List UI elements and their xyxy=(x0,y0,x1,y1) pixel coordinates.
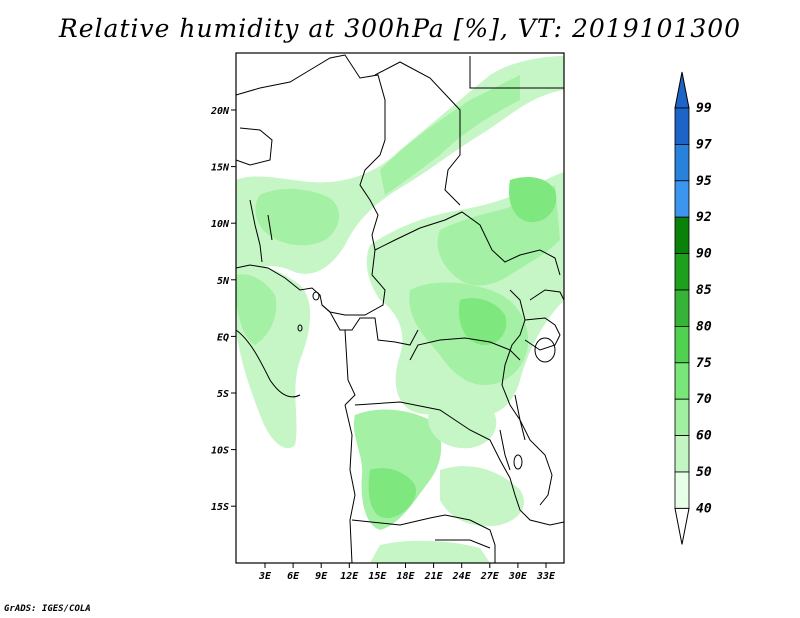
colorbar-label: 40 xyxy=(696,501,712,516)
lon-tick-label: 18E xyxy=(396,571,415,582)
colorbar-label: 95 xyxy=(696,174,712,189)
colorbar-segment xyxy=(674,253,690,291)
lon-tick-label: 33E xyxy=(536,571,556,582)
colorbar-label: 99 xyxy=(696,101,712,116)
lat-tick-label: 10S xyxy=(211,446,229,457)
lon-tick-label: 15E xyxy=(368,571,387,582)
lon-tick-label: 24E xyxy=(452,571,472,582)
colorbar-label: 75 xyxy=(696,356,712,371)
colorbar-segment xyxy=(674,325,690,364)
colorbar-label: 92 xyxy=(696,210,712,225)
colorbar-label: 97 xyxy=(696,137,712,152)
lat-tick-label: EQ xyxy=(217,332,229,343)
chart-title: Relative humidity at 300hPa [%], VT: 201… xyxy=(58,14,742,43)
colorbar-label: 90 xyxy=(696,247,712,262)
grads-credit: GrADS: IGES/COLA xyxy=(4,604,91,614)
colorbar-segment xyxy=(674,216,690,254)
colorbar-segment xyxy=(674,362,690,400)
latitude-axis: 20N 15N 10N 5N EQ 5S 10S 15S xyxy=(210,106,236,513)
colorbar-segment xyxy=(674,289,690,327)
colorbar-bottom-arrow xyxy=(674,507,690,545)
colorbar-label: 85 xyxy=(696,283,712,298)
lat-tick-label: 5N xyxy=(217,276,230,287)
colorbar-segment xyxy=(674,143,690,182)
colorbar-segment xyxy=(674,471,690,509)
lat-tick-label: 20N xyxy=(210,106,230,117)
colorbar-label: 60 xyxy=(696,429,712,444)
colorbar-segment xyxy=(674,435,690,473)
colorbar-segment xyxy=(674,107,690,145)
lat-tick-label: 15S xyxy=(211,502,229,513)
colorbar-label: 70 xyxy=(696,392,712,407)
map-frame xyxy=(235,52,565,564)
country-borders xyxy=(235,54,565,564)
colorbar-top-arrow xyxy=(674,71,690,109)
lon-tick-label: 9E xyxy=(315,571,328,582)
map-area xyxy=(235,52,565,564)
colorbar-segment xyxy=(674,398,690,437)
lon-tick-label: 3E xyxy=(258,571,272,582)
lat-tick-label: 15N xyxy=(211,163,230,174)
colorbar-label: 80 xyxy=(696,319,712,334)
lon-tick-label: 30E xyxy=(508,571,528,582)
lon-tick-label: 27E xyxy=(480,571,500,582)
lat-tick-label: 5S xyxy=(217,389,229,400)
lat-tick-label: 10N xyxy=(211,219,230,230)
lon-tick-label: 12E xyxy=(340,571,359,582)
colorbar: 99 97 95 92 90 85 80 75 70 60 50 40 xyxy=(674,71,712,545)
lakes xyxy=(297,291,556,471)
colorbar-segment xyxy=(674,180,690,218)
lon-tick-label: 6E xyxy=(287,571,300,582)
colorbar-label: 50 xyxy=(696,465,712,480)
longitude-axis: 3E 6E 9E 12E 15E 18E 21E 24E 27E 30E 33E xyxy=(258,563,556,582)
lon-tick-label: 21E xyxy=(424,571,444,582)
